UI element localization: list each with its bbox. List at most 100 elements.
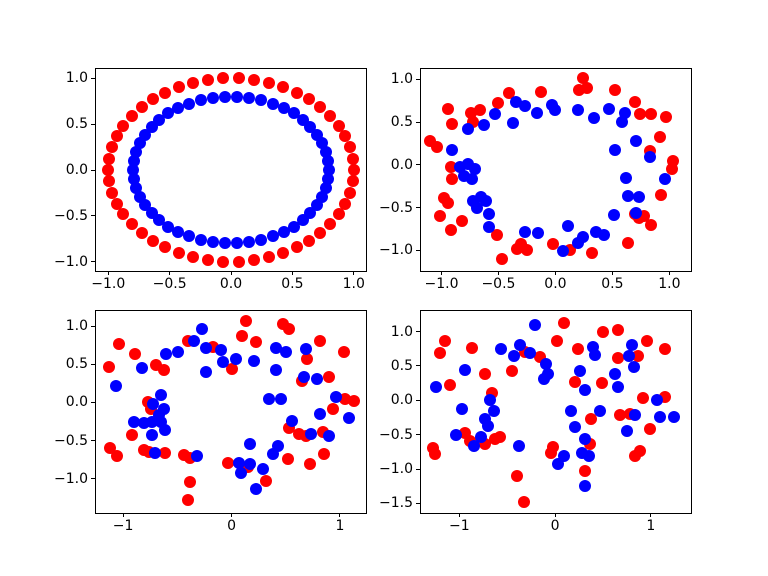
y-tick-mark: [416, 502, 420, 504]
data-point-red: [262, 76, 275, 89]
data-point-red: [129, 348, 142, 361]
data-point-red: [117, 208, 130, 221]
data-point-red: [159, 241, 172, 254]
data-point-blue: [622, 350, 635, 363]
x-tick-mark: [441, 271, 442, 275]
data-point-blue: [256, 462, 269, 475]
y-tick-label: 0.5: [65, 116, 88, 133]
data-point-blue: [482, 419, 495, 432]
data-point-blue: [323, 164, 336, 176]
data-point-red: [578, 465, 591, 478]
data-point-red: [146, 234, 159, 247]
data-point-red: [217, 72, 230, 85]
x-tick-label: −1: [448, 518, 470, 534]
data-point-blue: [602, 103, 615, 116]
data-point-red: [596, 325, 609, 338]
y-tick-mark: [416, 78, 420, 80]
x-tick-label: 0.5: [601, 276, 624, 292]
data-point-red: [232, 72, 245, 85]
data-point-blue: [323, 430, 336, 442]
data-point-blue: [627, 360, 640, 373]
data-point-blue: [250, 483, 263, 496]
data-point-blue: [277, 102, 290, 115]
data-point-red: [112, 337, 125, 350]
data-point-red: [445, 172, 458, 185]
data-point-blue: [287, 220, 300, 233]
data-point-red: [534, 86, 547, 99]
data-point-red: [434, 346, 447, 359]
data-point-blue: [255, 94, 268, 107]
y-tick-mark: [416, 468, 420, 470]
x-tick-mark: [353, 271, 355, 275]
data-point-red: [125, 429, 138, 442]
data-point-blue: [622, 189, 635, 202]
data-point-red: [110, 449, 123, 462]
y-tick-mark: [91, 363, 95, 365]
data-point-red: [569, 375, 582, 388]
data-point-blue: [196, 323, 209, 336]
data-point-blue: [658, 173, 671, 186]
data-point-blue: [609, 367, 622, 380]
data-point-red: [612, 323, 625, 336]
data-point-red: [217, 255, 230, 268]
y-tick-mark: [416, 434, 420, 436]
scatter-panel-top-right: −1.0 −0.5 0.0 0.5 1.0 1.0 0.5 0.0 −0.5 −1.0: [379, 68, 692, 291]
data-point-blue: [311, 372, 324, 385]
x-tick-label: 1: [646, 518, 656, 534]
data-point-blue: [243, 236, 256, 249]
y-tick-label: 0.0: [390, 156, 413, 173]
data-point-red: [158, 363, 171, 376]
y-tick-mark: [416, 399, 420, 401]
data-point-red: [290, 241, 303, 254]
plot-area: [421, 69, 691, 271]
data-point-red: [281, 452, 294, 465]
data-point-red: [182, 494, 195, 507]
data-point-red: [262, 251, 275, 264]
data-point-red: [339, 130, 352, 143]
data-point-blue: [578, 384, 591, 396]
y-tick-label: 0.5: [390, 114, 413, 131]
data-point-blue: [275, 393, 288, 406]
data-point-red: [659, 110, 672, 123]
data-point-red: [327, 403, 340, 416]
x-tick-mark: [497, 271, 499, 275]
data-point-blue: [172, 225, 185, 238]
data-point-blue: [589, 348, 602, 361]
data-point-red: [654, 131, 667, 144]
data-point-blue: [461, 122, 474, 135]
x-tick-mark: [231, 513, 233, 517]
data-point-blue: [479, 194, 492, 207]
data-point-blue: [483, 207, 496, 220]
data-point-red: [608, 83, 621, 96]
data-point-red: [187, 251, 200, 264]
data-point-blue: [549, 104, 562, 117]
data-point-blue: [266, 448, 279, 461]
data-point-red: [645, 218, 658, 231]
x-tick-mark: [554, 513, 556, 517]
data-point-blue: [578, 432, 591, 445]
y-tick-label: −1.0: [54, 253, 88, 270]
data-point-red: [434, 210, 447, 223]
data-point-blue: [608, 144, 621, 157]
y-tick-label: −0.5: [54, 432, 88, 449]
data-point-blue: [160, 348, 173, 361]
data-point-red: [576, 72, 589, 85]
data-point-red: [585, 247, 598, 260]
data-point-blue: [572, 104, 585, 117]
y-tick-mark: [91, 77, 95, 79]
data-point-red: [250, 336, 263, 349]
data-point-blue: [445, 144, 458, 157]
data-point-blue: [629, 409, 642, 422]
data-point-blue: [630, 134, 643, 147]
y-tick-label: −0.5: [54, 207, 88, 224]
data-point-blue: [495, 343, 508, 356]
y-tick-mark: [91, 215, 95, 217]
data-point-red: [665, 163, 678, 176]
x-tick-mark: [291, 271, 293, 275]
data-point-blue: [524, 346, 537, 359]
data-point-blue: [607, 208, 620, 221]
data-point-blue: [513, 338, 526, 351]
data-point-blue: [468, 163, 481, 176]
data-point-blue: [654, 411, 667, 424]
y-tick-mark: [91, 478, 95, 480]
